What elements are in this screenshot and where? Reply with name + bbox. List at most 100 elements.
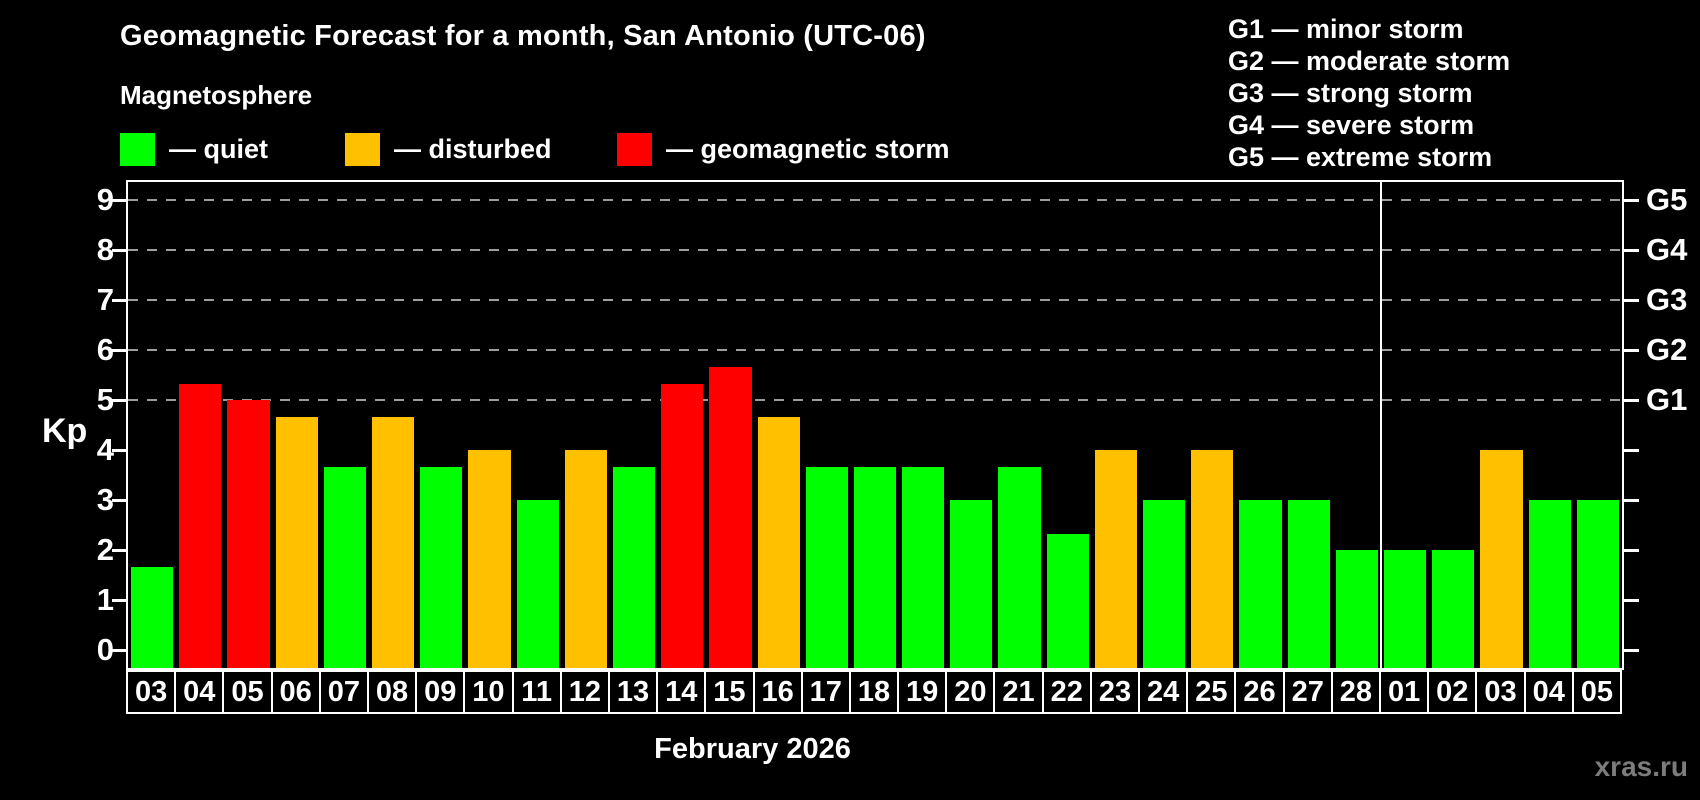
kp-bar [564, 450, 607, 668]
right-axis-tick [1624, 649, 1639, 652]
kp-bar [805, 466, 848, 668]
kp-bar [1046, 533, 1089, 668]
date-box: 04 [1523, 670, 1574, 714]
kp-bar [1528, 500, 1571, 668]
date-box: 16 [752, 670, 803, 714]
kp-bar [275, 416, 318, 668]
g-legend-item: G5 — extreme storm [1228, 142, 1493, 172]
x-axis-month-label: February 2026 [654, 733, 851, 765]
legend-item-quiet: — quiet [120, 133, 268, 166]
y-tick-label: 9 [96, 182, 114, 217]
kp-bar [757, 416, 800, 668]
kp-bar [1480, 450, 1523, 668]
y-axis-tick [112, 499, 127, 502]
y-tick-label: 4 [96, 432, 114, 467]
kp-bar [1335, 550, 1379, 668]
date-box: 03 [126, 670, 177, 714]
y-tick-label: 8 [96, 232, 114, 267]
kp-bar [1143, 500, 1186, 668]
date-box: 18 [848, 670, 900, 714]
g-legend-item: G4 — severe storm [1228, 110, 1475, 140]
legend-label-quiet: — quiet [169, 134, 268, 164]
g-scale-label: G3 [1646, 282, 1688, 317]
right-axis-tick [1624, 199, 1639, 202]
y-axis-tick [112, 649, 127, 652]
right-axis-tick [1624, 249, 1639, 252]
date-box: 05 [222, 670, 273, 714]
date-box: 24 [1138, 670, 1189, 714]
disturbed-color-swatch [345, 133, 380, 166]
legend-label-disturbed: — disturbed [394, 134, 552, 164]
kp-bar [179, 383, 222, 668]
y-axis-tick [112, 549, 127, 552]
kp-bar [1191, 450, 1234, 668]
right-axis-tick [1624, 499, 1639, 502]
kp-bar [709, 366, 752, 668]
kp-bar [853, 466, 897, 668]
y-tick-label: 3 [96, 482, 114, 517]
y-axis-tick [112, 349, 127, 352]
kp-bar [950, 500, 993, 668]
date-box: 28 [1330, 670, 1382, 714]
date-box: 13 [607, 670, 659, 714]
right-axis-tick [1624, 349, 1639, 352]
legend-label-storm: — geomagnetic storm [666, 134, 950, 164]
right-axis-tick [1624, 549, 1639, 552]
kp-bar [1239, 500, 1282, 668]
date-box: 12 [559, 670, 610, 714]
kp-bar [516, 500, 559, 668]
gridline [128, 249, 1622, 251]
date-box: 04 [174, 670, 225, 714]
g-scale-label: G4 [1646, 232, 1688, 267]
y-tick-label: 0 [96, 632, 114, 667]
date-box: 22 [1041, 670, 1092, 714]
date-box: 25 [1186, 670, 1237, 714]
date-box: 11 [511, 670, 562, 714]
y-axis-tick [112, 299, 127, 302]
date-box: 19 [897, 670, 948, 714]
g-legend-item: G3 — strong storm [1228, 78, 1473, 108]
date-box: 07 [318, 670, 369, 714]
date-box: 20 [945, 670, 996, 714]
quiet-color-swatch [120, 133, 155, 166]
chart-subtitle: Magnetosphere [120, 80, 313, 110]
y-tick-label: 1 [96, 582, 114, 617]
date-box: 26 [1234, 670, 1285, 714]
kp-bar [1576, 500, 1619, 668]
y-axis-tick [112, 249, 127, 252]
kp-bar [1384, 550, 1427, 668]
right-axis-tick [1624, 299, 1639, 302]
legend-item-storm: — geomagnetic storm [617, 133, 950, 166]
date-box: 05 [1571, 670, 1622, 714]
g-scale-label: G5 [1646, 182, 1688, 217]
y-tick-label: 7 [96, 282, 114, 317]
kp-bar [661, 383, 704, 668]
kp-bar [131, 566, 174, 668]
plot-area [126, 180, 1624, 670]
kp-bar [227, 400, 270, 668]
date-box: 03 [1475, 670, 1526, 714]
g-legend-item: G2 — moderate storm [1228, 46, 1511, 76]
kp-bar [323, 466, 366, 668]
y-tick-label: 5 [96, 382, 114, 417]
y-axis-tick [112, 199, 127, 202]
gridline [128, 349, 1622, 351]
kp-bar [902, 466, 945, 668]
y-tick-label: 6 [96, 332, 114, 367]
gridline [128, 299, 1622, 301]
date-box: 10 [463, 670, 514, 714]
y-axis-tick [112, 449, 127, 452]
date-box: 01 [1379, 670, 1430, 714]
kp-bar [1432, 550, 1475, 668]
g-scale-label: G2 [1646, 332, 1688, 367]
date-box: 08 [366, 670, 418, 714]
date-box: 14 [656, 670, 707, 714]
kp-bar [420, 466, 463, 668]
gridline [128, 199, 1622, 201]
kp-bar [998, 466, 1041, 668]
g-scale-legend: G1 — minor storm G2 — moderate storm G3 — … [1228, 13, 1510, 173]
date-box: 21 [993, 670, 1044, 714]
date-box: 23 [1089, 670, 1141, 714]
legend-item-disturbed: — disturbed [345, 133, 552, 166]
